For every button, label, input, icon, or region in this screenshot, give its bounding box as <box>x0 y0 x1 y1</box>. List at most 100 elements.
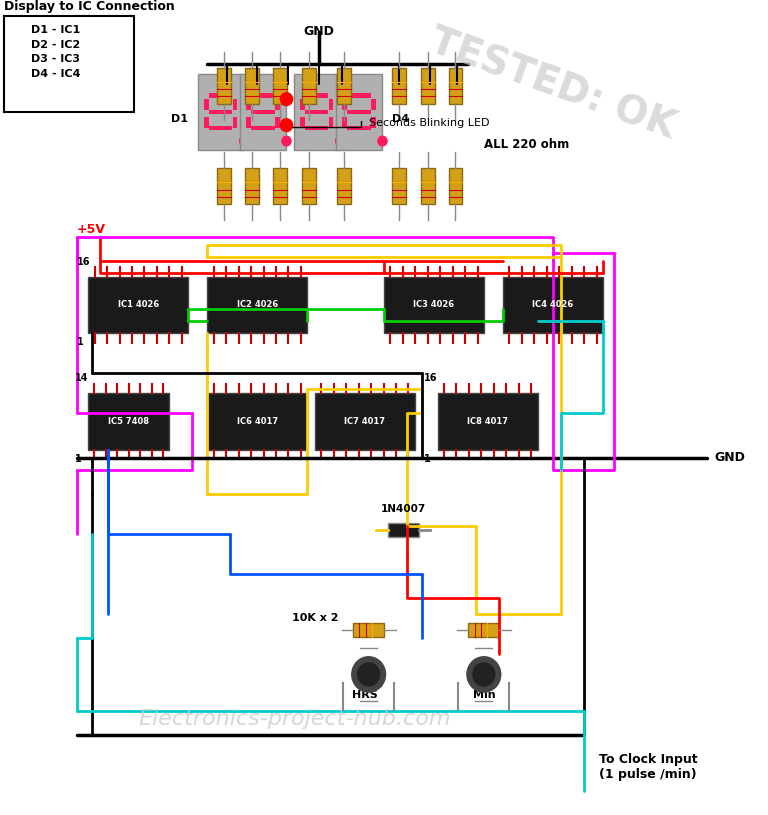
FancyBboxPatch shape <box>329 117 333 128</box>
FancyBboxPatch shape <box>503 277 603 333</box>
Text: IC4 4026: IC4 4026 <box>532 301 574 310</box>
FancyBboxPatch shape <box>251 126 275 130</box>
FancyBboxPatch shape <box>209 126 233 130</box>
Text: IC3 4026: IC3 4026 <box>413 301 455 310</box>
Circle shape <box>336 136 345 146</box>
FancyBboxPatch shape <box>240 74 286 150</box>
FancyBboxPatch shape <box>209 110 233 114</box>
Text: IC6 4017: IC6 4017 <box>237 417 278 426</box>
FancyBboxPatch shape <box>300 99 305 110</box>
FancyBboxPatch shape <box>421 168 435 204</box>
FancyBboxPatch shape <box>217 168 231 204</box>
FancyBboxPatch shape <box>275 117 280 128</box>
FancyBboxPatch shape <box>302 68 316 104</box>
Text: IC8 4017: IC8 4017 <box>467 417 508 426</box>
FancyBboxPatch shape <box>438 394 538 450</box>
Text: 1: 1 <box>424 454 431 464</box>
FancyBboxPatch shape <box>337 68 351 104</box>
Text: 16: 16 <box>424 373 438 383</box>
FancyBboxPatch shape <box>421 68 435 104</box>
FancyBboxPatch shape <box>233 99 237 110</box>
FancyBboxPatch shape <box>449 168 462 204</box>
FancyBboxPatch shape <box>343 99 347 110</box>
Text: D1 - IC1: D1 - IC1 <box>31 25 80 35</box>
Text: ALL 220 ohm: ALL 220 ohm <box>484 138 569 151</box>
Text: 14: 14 <box>74 373 88 383</box>
Text: Display to IC Connection: Display to IC Connection <box>4 0 174 13</box>
Text: 16: 16 <box>77 257 91 267</box>
FancyBboxPatch shape <box>247 99 251 110</box>
Text: 1N4007: 1N4007 <box>381 504 425 513</box>
FancyBboxPatch shape <box>217 68 231 104</box>
FancyBboxPatch shape <box>204 99 209 110</box>
FancyBboxPatch shape <box>468 623 499 637</box>
Text: TESTED: OK: TESTED: OK <box>425 22 681 146</box>
Circle shape <box>280 93 293 106</box>
Text: 1: 1 <box>77 337 84 347</box>
Text: IC5 7408: IC5 7408 <box>108 417 149 426</box>
FancyBboxPatch shape <box>207 277 307 333</box>
FancyBboxPatch shape <box>449 68 462 104</box>
Text: D3 - IC3: D3 - IC3 <box>31 54 80 64</box>
Text: +5V: +5V <box>77 222 106 236</box>
FancyBboxPatch shape <box>88 394 169 450</box>
FancyBboxPatch shape <box>315 394 415 450</box>
Text: HRS: HRS <box>352 690 378 701</box>
FancyBboxPatch shape <box>247 117 251 128</box>
FancyBboxPatch shape <box>347 126 371 130</box>
FancyBboxPatch shape <box>275 99 280 110</box>
Text: Min: Min <box>472 690 495 701</box>
Text: IC7 4017: IC7 4017 <box>344 417 386 426</box>
Circle shape <box>358 663 379 686</box>
FancyBboxPatch shape <box>371 99 376 110</box>
Text: D4 - IC4: D4 - IC4 <box>31 68 80 78</box>
FancyBboxPatch shape <box>388 522 419 537</box>
Circle shape <box>280 119 293 131</box>
Text: D2 - IC2: D2 - IC2 <box>31 40 80 50</box>
Circle shape <box>352 657 386 692</box>
Circle shape <box>473 663 495 686</box>
FancyBboxPatch shape <box>305 126 329 130</box>
FancyBboxPatch shape <box>302 168 316 204</box>
Text: IC1 4026: IC1 4026 <box>118 301 159 310</box>
FancyBboxPatch shape <box>384 277 484 333</box>
FancyBboxPatch shape <box>300 117 305 128</box>
FancyBboxPatch shape <box>336 74 382 150</box>
FancyBboxPatch shape <box>353 623 384 637</box>
FancyBboxPatch shape <box>88 277 188 333</box>
Text: D4: D4 <box>392 114 409 125</box>
Text: D1: D1 <box>171 114 188 125</box>
FancyBboxPatch shape <box>207 394 307 450</box>
FancyBboxPatch shape <box>245 68 259 104</box>
Text: Electronics-project-hub.com: Electronics-project-hub.com <box>138 708 451 729</box>
Circle shape <box>282 136 291 146</box>
Text: GND: GND <box>303 24 334 37</box>
FancyBboxPatch shape <box>245 168 259 204</box>
FancyBboxPatch shape <box>347 110 371 114</box>
Text: 1: 1 <box>74 454 81 464</box>
FancyBboxPatch shape <box>337 168 351 204</box>
FancyBboxPatch shape <box>392 68 406 104</box>
FancyBboxPatch shape <box>329 99 333 110</box>
Text: Seconds Blinking LED: Seconds Blinking LED <box>369 118 489 128</box>
FancyBboxPatch shape <box>273 68 287 104</box>
Circle shape <box>240 136 249 146</box>
FancyBboxPatch shape <box>198 74 243 150</box>
Circle shape <box>378 136 387 146</box>
FancyBboxPatch shape <box>305 93 329 98</box>
FancyBboxPatch shape <box>347 93 371 98</box>
Text: To Clock Input
(1 pulse /min): To Clock Input (1 pulse /min) <box>599 753 697 781</box>
FancyBboxPatch shape <box>204 117 209 128</box>
FancyBboxPatch shape <box>305 110 329 114</box>
FancyBboxPatch shape <box>233 117 237 128</box>
FancyBboxPatch shape <box>392 168 406 204</box>
FancyBboxPatch shape <box>4 15 134 112</box>
FancyBboxPatch shape <box>273 168 287 204</box>
FancyBboxPatch shape <box>294 74 339 150</box>
FancyBboxPatch shape <box>251 93 275 98</box>
Text: 10K x 2: 10K x 2 <box>292 613 339 623</box>
Circle shape <box>467 657 501 692</box>
FancyBboxPatch shape <box>371 117 376 128</box>
FancyBboxPatch shape <box>209 93 233 98</box>
FancyBboxPatch shape <box>343 117 347 128</box>
